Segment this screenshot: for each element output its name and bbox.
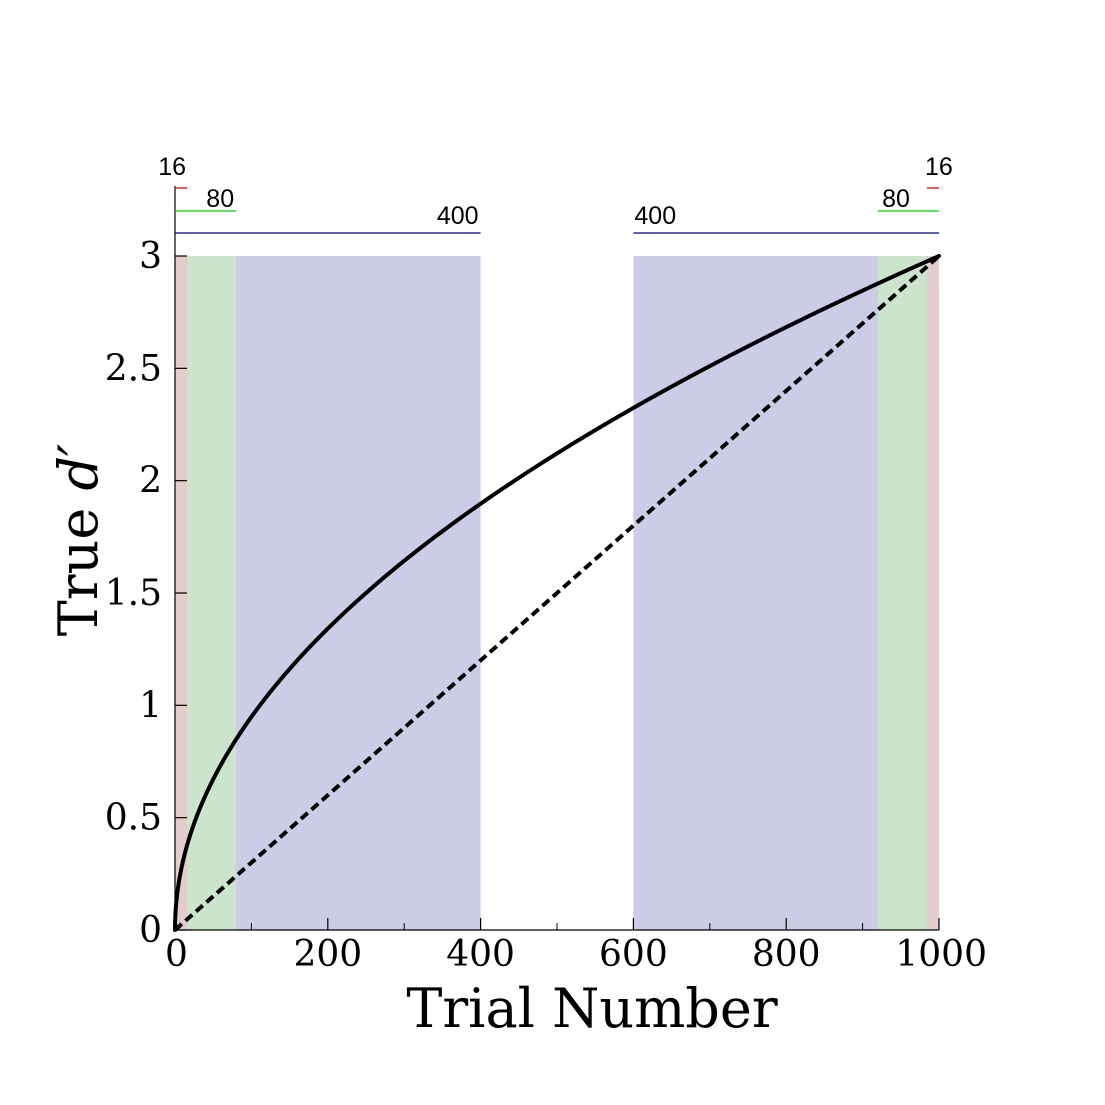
y-tick-label: 2 bbox=[139, 461, 162, 502]
y-tick-label: 0.5 bbox=[105, 798, 162, 839]
y-tick-label: 1 bbox=[139, 685, 162, 726]
y-tick-label: 0 bbox=[139, 910, 162, 951]
window-bracket-label: 80 bbox=[882, 185, 910, 213]
series-line-solid bbox=[173, 254, 941, 932]
x-tick-label: 200 bbox=[293, 934, 362, 975]
x-tick-label: 800 bbox=[752, 934, 821, 975]
x-tick-label: 1000 bbox=[895, 934, 987, 975]
y-tick-label: 3 bbox=[139, 236, 162, 277]
x-ticks: 0 200 400 600 800 1000 bbox=[165, 918, 987, 975]
series-group bbox=[173, 254, 941, 932]
x-tick-label: 600 bbox=[599, 934, 668, 975]
x-tick-label: 400 bbox=[446, 934, 515, 975]
window-bracket-label: 16 bbox=[925, 153, 953, 181]
x-axis-label: Trial Number bbox=[406, 977, 777, 1040]
y-axis-label-prefix: True bbox=[47, 491, 110, 637]
y-axis-label: True d′ bbox=[47, 444, 110, 637]
window-bracket-label: 16 bbox=[158, 153, 186, 181]
shaded-region-5 bbox=[926, 256, 939, 930]
y-tick-label: 1.5 bbox=[105, 573, 162, 614]
window-bracket-label: 80 bbox=[206, 185, 234, 213]
window-bracket-label: 400 bbox=[437, 202, 479, 230]
shaded-regions bbox=[175, 256, 939, 930]
series-line-dashed bbox=[173, 254, 941, 932]
y-axis-label-symbol: d′ bbox=[47, 444, 110, 491]
x-tick-label: 0 bbox=[165, 934, 188, 975]
y-tick-label: 2.5 bbox=[105, 348, 162, 389]
y-ticks: 0 0.5 1 1.5 2 2.5 3 bbox=[105, 236, 187, 951]
window-bracket-label: 400 bbox=[634, 202, 676, 230]
window-brackets: 16 80 400 16 80 400 bbox=[158, 153, 953, 234]
